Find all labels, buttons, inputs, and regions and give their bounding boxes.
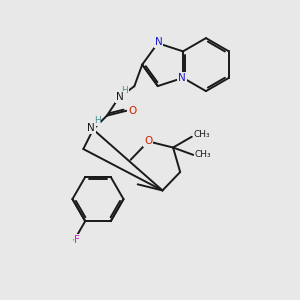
Text: O: O (144, 136, 152, 146)
Text: CH₃: CH₃ (193, 130, 210, 139)
Text: N: N (87, 123, 95, 134)
Text: N: N (178, 73, 186, 83)
Text: CH₃: CH₃ (195, 150, 211, 159)
Text: N: N (155, 37, 163, 47)
Text: H: H (121, 85, 128, 94)
Text: N: N (116, 92, 124, 102)
Text: H: H (94, 116, 100, 125)
Text: F: F (74, 235, 80, 245)
Text: O: O (128, 106, 136, 116)
